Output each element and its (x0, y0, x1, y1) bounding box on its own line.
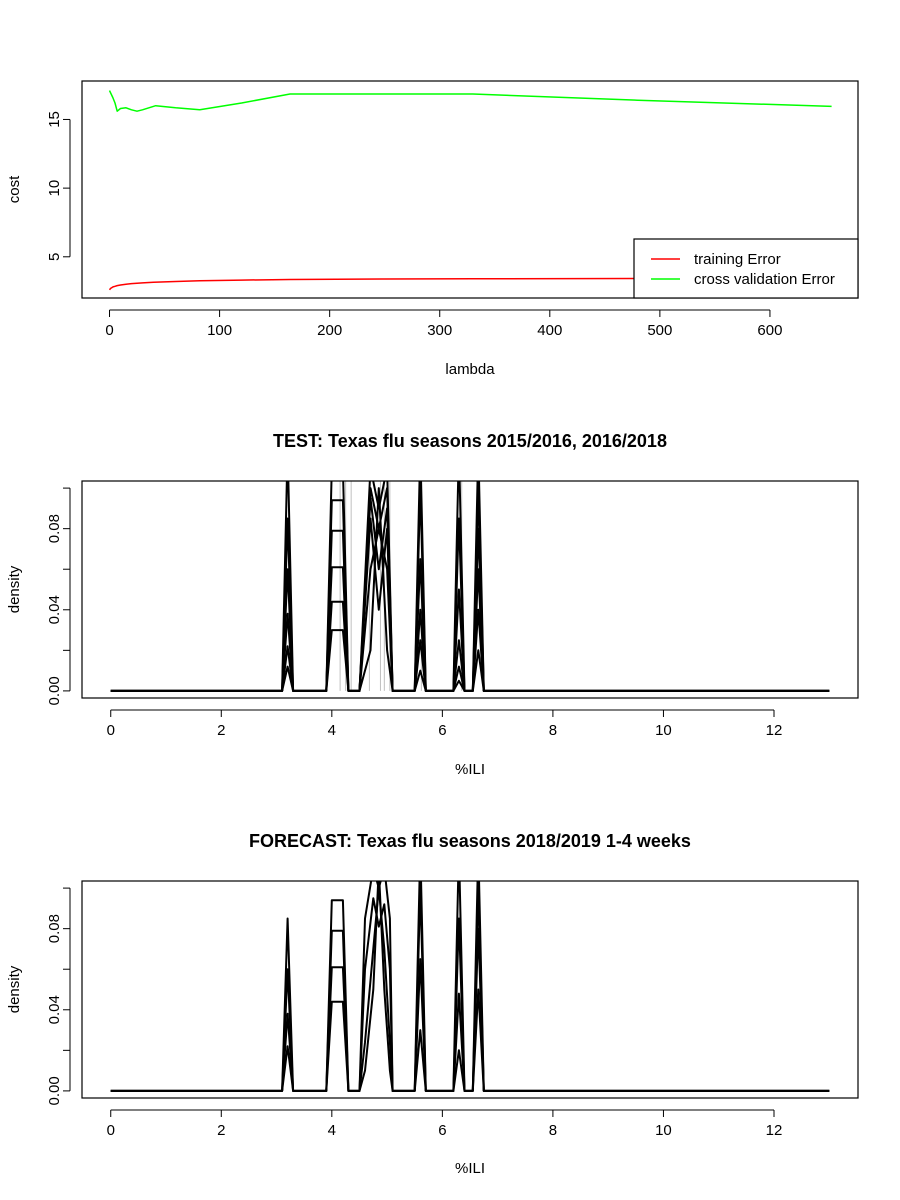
x-tick-label: 12 (766, 722, 783, 739)
x-tick-label: 2 (217, 722, 225, 739)
series-line-3 (110, 517, 830, 692)
panel-cost-vs-lambda: 0 100 200 300 400 500 600 5 10 15 lambda cost tra… (6, 80, 859, 378)
y-tick-label: 10 (46, 180, 63, 197)
x-tick-label: 400 (537, 322, 562, 339)
x-tick-label: 12 (766, 1122, 783, 1139)
chart-title: TEST: Texas flu seasons 2015/2016, 2016/… (273, 431, 667, 451)
x-tick-label: 2 (217, 1122, 225, 1139)
x-tick-label: 4 (328, 722, 336, 739)
x-tick-label: 300 (427, 322, 452, 339)
legend: training Error cross validation Error (633, 238, 859, 299)
x-axis-title: lambda (445, 361, 495, 378)
chart-title: FORECAST: Texas flu seasons 2018/2019 1-… (249, 831, 691, 851)
x-axis-title: %ILI (455, 1160, 485, 1177)
x-tick-label: 6 (438, 722, 446, 739)
x-axis-title: %ILI (455, 761, 485, 778)
x-tick-label: 0 (107, 722, 115, 739)
x-tick-label: 0 (107, 1122, 115, 1139)
x-tick-label: 10 (655, 1122, 672, 1139)
series-line-3 (110, 881, 830, 1092)
x-tick-label: 6 (438, 1122, 446, 1139)
y-axis-title: cost (6, 175, 23, 203)
series-line-5 (110, 487, 830, 692)
legend-label-training: training Error (694, 251, 781, 268)
legend-box (633, 238, 859, 299)
series-line-2 (110, 887, 830, 1092)
series-line-0 (110, 481, 830, 692)
plot-frame (81, 480, 859, 699)
legend-label-cv: cross validation Error (694, 271, 835, 288)
plot-frame (81, 80, 859, 299)
x-tick-label: 200 (317, 322, 342, 339)
y-tick-label: 15 (46, 111, 63, 128)
y-tick-label: 0.00 (46, 1076, 63, 1105)
series-line-1 (108, 90, 832, 112)
series-line-0 (110, 881, 830, 1092)
x-tick-label: 500 (647, 322, 672, 339)
x-tick-label: 8 (549, 1122, 557, 1139)
series-line-1 (110, 887, 830, 1092)
series-line-2 (110, 497, 830, 692)
x-tick-label: 0 (105, 322, 113, 339)
panel-forecast-density: 0 2 4 6 8 10 12 0.00 0.04 0.08 FORECAST: Texas fl… (6, 831, 859, 1177)
panel-test-density: 0 2 4 6 8 10 12 0.00 0.04 0.08 TEST: Texas flu se… (6, 431, 859, 778)
x-tick-label: 600 (757, 322, 782, 339)
x-tick-label: 4 (328, 1122, 336, 1139)
y-tick-label: 0.08 (46, 914, 63, 943)
y-tick-label: 0.00 (46, 676, 63, 705)
y-tick-label: 0.04 (46, 595, 63, 624)
x-tick-label: 10 (655, 722, 672, 739)
y-axis-title: density (6, 565, 23, 613)
plot-frame (81, 880, 859, 1099)
series-line-1 (110, 487, 830, 692)
x-tick-label: 8 (549, 722, 557, 739)
y-tick-label: 5 (46, 253, 63, 261)
y-tick-label: 0.08 (46, 514, 63, 543)
x-tick-label: 100 (207, 322, 232, 339)
y-tick-label: 0.04 (46, 995, 63, 1024)
series-line-0 (108, 277, 832, 291)
series-line-4 (110, 527, 830, 692)
y-axis-title: density (6, 965, 23, 1013)
